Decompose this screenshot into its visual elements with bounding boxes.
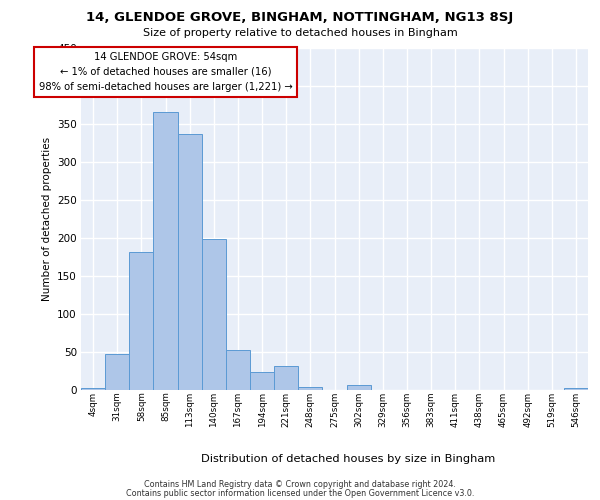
Text: 14, GLENDOE GROVE, BINGHAM, NOTTINGHAM, NG13 8SJ: 14, GLENDOE GROVE, BINGHAM, NOTTINGHAM, …	[86, 11, 514, 24]
Bar	[347, 386, 371, 390]
Bar	[274, 366, 298, 390]
Bar	[105, 354, 129, 390]
Bar	[129, 252, 154, 390]
Text: Size of property relative to detached houses in Bingham: Size of property relative to detached ho…	[143, 28, 457, 38]
Bar	[202, 238, 226, 390]
Text: Contains HM Land Registry data © Crown copyright and database right 2024.: Contains HM Land Registry data © Crown c…	[144, 480, 456, 489]
Bar	[178, 134, 202, 390]
Text: Contains public sector information licensed under the Open Government Licence v3: Contains public sector information licen…	[126, 489, 474, 498]
Bar	[81, 388, 105, 390]
Bar	[298, 387, 322, 390]
Bar	[564, 388, 588, 390]
Bar	[154, 112, 178, 390]
Text: 14 GLENDOE GROVE: 54sqm
← 1% of detached houses are smaller (16)
98% of semi-det: 14 GLENDOE GROVE: 54sqm ← 1% of detached…	[38, 52, 292, 92]
Y-axis label: Number of detached properties: Number of detached properties	[41, 136, 52, 301]
Text: Distribution of detached houses by size in Bingham: Distribution of detached houses by size …	[201, 454, 495, 464]
Bar	[226, 350, 250, 390]
Bar	[250, 372, 274, 390]
